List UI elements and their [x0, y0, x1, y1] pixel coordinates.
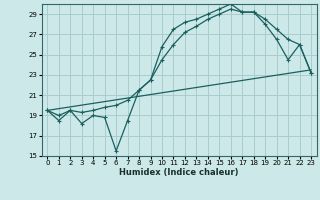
X-axis label: Humidex (Indice chaleur): Humidex (Indice chaleur) — [119, 168, 239, 177]
